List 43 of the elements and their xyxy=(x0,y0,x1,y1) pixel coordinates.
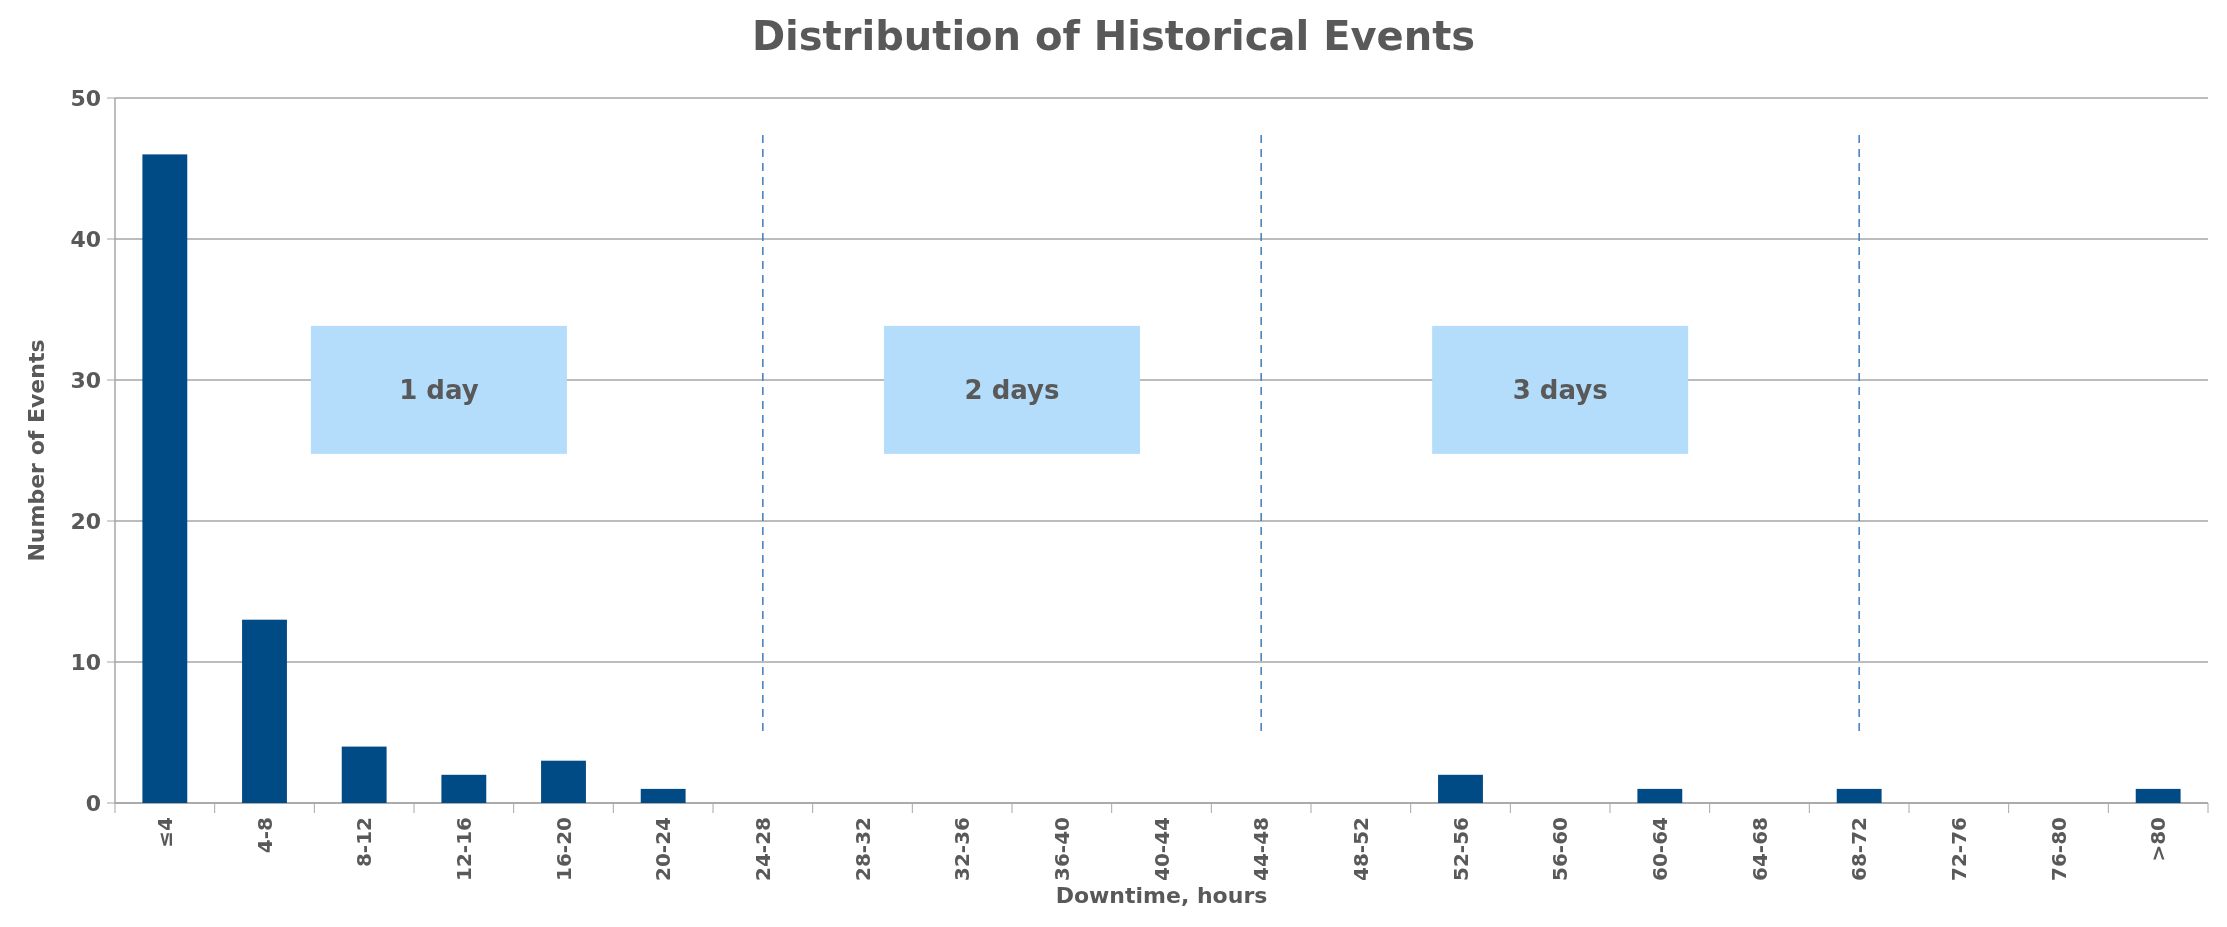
x-tick-label: 12-16 xyxy=(451,817,476,881)
x-tick-label: >80 xyxy=(2146,817,2171,862)
y-tick-label: 40 xyxy=(70,226,101,252)
annotation: 2 days xyxy=(964,374,1060,405)
y-tick-label: 30 xyxy=(70,367,101,393)
x-tick-label: 48-52 xyxy=(1348,817,1373,881)
bar xyxy=(341,746,387,803)
x-axis-title: Downtime, hours xyxy=(1055,883,1268,908)
x-tick-label: 28-32 xyxy=(850,817,875,881)
x-tick-label: 68-72 xyxy=(1847,817,1872,881)
x-tick-label: 64-68 xyxy=(1747,817,1772,881)
x-tick-label: 40-44 xyxy=(1149,817,1174,881)
y-tick-label: 10 xyxy=(70,649,101,675)
x-tick-label: 36-40 xyxy=(1049,817,1074,881)
y-tick-label: 20 xyxy=(70,508,101,534)
x-tick-label: 76-80 xyxy=(2046,817,2071,881)
x-tick-label: 52-56 xyxy=(1448,817,1473,881)
x-tick-label: 4-8 xyxy=(252,817,277,854)
annotation: 3 days xyxy=(1512,374,1608,405)
y-axis-title: Number of Events xyxy=(23,339,49,562)
x-tick-label: 60-64 xyxy=(1647,817,1672,881)
annotation: 1 day xyxy=(399,374,479,405)
chart-title: Distribution of Historical Events xyxy=(751,13,1476,59)
x-tick-label: 56-60 xyxy=(1548,817,1573,881)
x-tick-label: 20-24 xyxy=(651,817,676,881)
y-tick-label: 0 xyxy=(85,790,101,816)
bar xyxy=(640,788,686,803)
bar xyxy=(541,760,586,803)
bar xyxy=(242,619,287,803)
x-tick-label: 24-28 xyxy=(750,817,775,881)
bar xyxy=(441,774,487,803)
x-tick-label: 44-48 xyxy=(1249,817,1274,881)
bar xyxy=(142,154,188,803)
bar xyxy=(1637,788,1683,803)
bar xyxy=(1836,788,1882,803)
bar xyxy=(2135,788,2181,803)
x-tick-label: 8-12 xyxy=(352,817,377,868)
x-tick-label: 16-20 xyxy=(551,817,576,881)
bar xyxy=(1438,774,1483,803)
x-tick-label: 32-36 xyxy=(950,817,975,881)
y-tick-label: 50 xyxy=(70,85,101,111)
x-tick-label: 72-76 xyxy=(1946,817,1971,881)
x-tick-label: ≤4 xyxy=(152,817,177,848)
